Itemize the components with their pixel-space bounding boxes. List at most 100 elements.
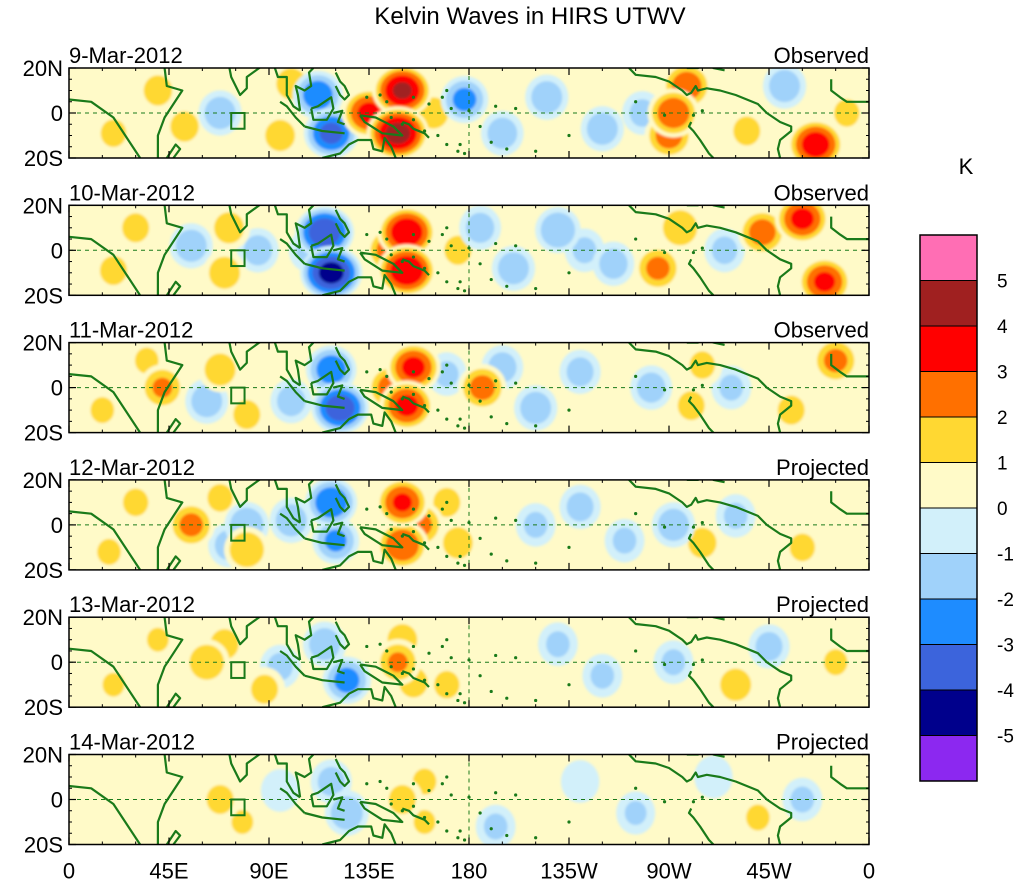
island [445,638,449,642]
island [400,397,404,401]
y-tick-label: 20N [23,468,63,493]
anomaly-blob [797,256,852,296]
colorbar-swatch [919,234,978,281]
coastline [359,800,404,824]
coastlines [69,68,869,158]
colorbar-label: -5 [997,727,1014,748]
contour-level [777,395,805,425]
y-tick-label: 0 [51,376,63,401]
coastline [156,68,184,158]
island [440,370,444,374]
contour-level [469,375,495,400]
coastline [304,537,345,547]
contour-level [90,397,115,424]
island [445,280,449,284]
contour-level [275,504,307,537]
island [634,786,638,790]
anomaly-blob [651,502,696,548]
island [662,250,667,255]
anomaly-blob [616,791,656,835]
anomaly-blob [775,205,830,244]
coastline [310,96,335,121]
colorbar-swatch [919,507,978,554]
island [467,109,471,113]
contour-level [769,69,801,103]
island [567,820,571,824]
coastline [310,370,335,396]
island [458,829,462,833]
contour-level [657,508,689,541]
anomaly-blob [459,205,502,250]
coastline [156,754,184,845]
island [449,656,453,660]
contour-level [720,668,752,701]
contour-level [243,235,273,266]
island [514,106,518,111]
island [440,644,444,649]
colorbar-label: -2 [997,590,1014,611]
x-tick-label: 45W [746,859,791,884]
island [422,266,427,270]
island [462,701,467,705]
contour-level [146,627,169,652]
island [411,255,416,259]
anomaly-blob [647,88,700,138]
contour-level [483,813,508,840]
panel-2: 20N 0 20S 10-Mar-2012 Observed [23,180,870,308]
island [445,226,449,230]
coastline [294,342,315,386]
island [700,109,704,113]
island [422,815,427,820]
anomaly-blob [292,70,344,120]
reference-box [230,661,246,679]
coastline [401,120,430,139]
island [440,507,444,511]
island [445,554,449,559]
island [478,811,482,815]
island [505,284,509,288]
coastline [334,621,351,650]
island [385,649,389,653]
coastline [333,109,345,126]
contour-level [790,208,814,230]
coastline [304,400,345,409]
anomaly-blob [236,228,279,273]
anomaly-blob [726,108,768,154]
anomaly-blob [243,667,286,708]
panel-status-label: Projected [776,455,869,480]
coastline [686,754,725,758]
island [436,820,440,824]
coastline [310,782,335,808]
island [534,561,538,565]
island [427,514,431,518]
island [400,534,404,538]
island [427,651,431,655]
contour-level [719,374,744,401]
anomaly-blob [770,388,812,433]
island [700,383,704,387]
island [458,554,462,559]
x-tick-label: 90E [249,859,288,884]
contour-level [102,672,125,697]
reference-box [230,112,246,130]
contour-level [586,112,618,145]
anomaly-blob [491,245,536,291]
panel-status-label: Observed [774,43,869,68]
anomaly-blob [559,484,601,529]
anomaly-blob [94,796,133,839]
island [534,836,538,840]
coastline [322,411,397,433]
island [478,399,482,403]
island [662,525,667,529]
coastline [165,555,182,570]
contour-level [191,385,223,418]
colorbar-label: 3 [997,363,1008,384]
coastline [687,396,715,433]
coastline [334,758,351,788]
coastline [686,68,725,72]
anomaly-blob [89,530,129,570]
anomaly-blob [138,618,178,662]
anomaly-blob [525,74,569,120]
contour-level [303,80,333,110]
anomaly-blob [514,385,558,431]
